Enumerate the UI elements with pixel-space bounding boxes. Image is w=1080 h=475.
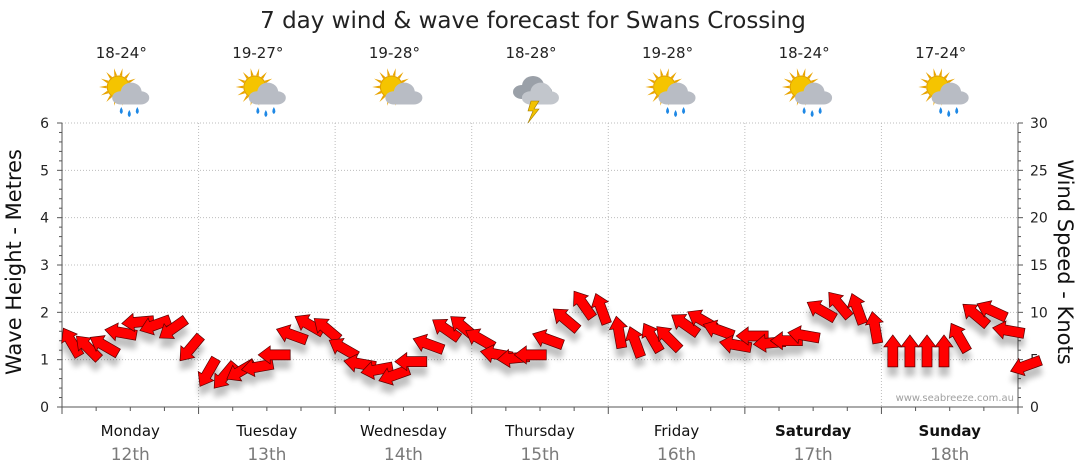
left-tick-label: 6 [40, 116, 49, 132]
left-tick-label: 3 [40, 258, 49, 274]
day-name-label: Sunday [919, 422, 982, 440]
wind-arrow [624, 326, 646, 359]
wind-arrow [934, 334, 954, 368]
day-temp-range: 19-27° [232, 44, 283, 62]
day-name-label: Saturday [775, 422, 852, 440]
right-tick-label: 0 [1030, 400, 1039, 416]
chart-title: 7 day wind & wave forecast for Swans Cro… [260, 8, 806, 34]
wind-arrow [962, 303, 992, 330]
wind-arrow [104, 322, 138, 342]
wind-arrow [139, 314, 173, 336]
storm-cloud-icon [513, 76, 559, 124]
wind-arrow [275, 324, 309, 346]
wind-arrow [608, 315, 628, 350]
day-temp-range: 18-24° [96, 44, 147, 62]
chart-axes: 0123456051015202530 [40, 116, 1048, 416]
wind-arrow [179, 332, 205, 362]
day-date-label: 14th [384, 445, 423, 465]
day-temp-range: 18-24° [779, 44, 830, 62]
sun-cloud-rain-icon [99, 68, 150, 117]
day-date-label: 17th [794, 445, 833, 465]
wind-arrow [158, 315, 189, 339]
wind-arrow [671, 314, 702, 338]
right-axis-label: Wind Speed - Knots [1053, 159, 1077, 364]
sun-cloud-rain-icon [235, 68, 286, 117]
sun-cloud-icon [372, 68, 423, 106]
day-name-label: Monday [101, 422, 160, 440]
wind-arrow [240, 358, 275, 378]
wind-arrow [846, 292, 868, 326]
wind-arrow [197, 355, 221, 387]
left-tick-label: 4 [40, 211, 49, 227]
wind-arrow [828, 291, 854, 321]
day-date-label: 16th [657, 445, 696, 465]
wind-arrow [360, 360, 394, 380]
wind-arrow [257, 345, 291, 365]
wind-arrow [656, 326, 684, 354]
wind-arrow [948, 322, 972, 355]
wind-arrow [917, 334, 937, 368]
chart-grid [62, 122, 1018, 407]
wind-arrow [1010, 355, 1043, 377]
left-tick-label: 0 [40, 400, 49, 416]
wind-arrow [787, 325, 821, 345]
left-tick-label: 2 [40, 305, 49, 321]
left-tick-label: 1 [40, 353, 49, 369]
right-tick-label: 20 [1030, 211, 1048, 227]
day-date-label: 13th [247, 445, 286, 465]
wind-arrow [900, 334, 920, 368]
wind-arrow [89, 335, 121, 359]
wind-arrow [394, 351, 428, 372]
left-axis-label: Wave Height - Metres [2, 149, 26, 375]
day-name-label: Tuesday [235, 422, 297, 440]
day-temp-range: 19-28° [369, 44, 420, 62]
wind-arrow [883, 334, 903, 368]
sun-cloud-rain-icon [781, 68, 833, 117]
wind-arrow [432, 318, 463, 343]
wind-arrow [378, 364, 412, 386]
wind-arrow [573, 290, 597, 321]
day-name-label: Friday [654, 422, 700, 440]
day-date-label: 18th [930, 445, 969, 465]
wind-arrow [992, 320, 1026, 340]
day-name-label: Thursday [504, 422, 575, 440]
day-temp-range: 17-24° [915, 44, 966, 62]
right-tick-label: 25 [1030, 163, 1048, 179]
sun-cloud-rain-icon [645, 68, 696, 117]
wind-arrow [513, 345, 547, 365]
wind-arrow [976, 300, 1009, 323]
wind-arrow [864, 311, 884, 345]
wind-arrow [412, 333, 446, 355]
wind-arrow [532, 328, 565, 350]
wind-arrow [702, 319, 736, 341]
day-temp-range: 18-28° [505, 44, 556, 62]
left-tick-label: 5 [40, 163, 49, 179]
day-date-label: 12th [111, 445, 150, 465]
day-forecast-header: 18-24° Monday 12th 19-27° Tuesday 13th 19-28° W… [96, 44, 981, 465]
wind-arrows [61, 290, 1043, 389]
wind-arrow [590, 292, 612, 326]
right-tick-label: 30 [1030, 116, 1048, 132]
sun-cloud-rain-icon [918, 68, 969, 117]
day-name-label: Wednesday [360, 422, 447, 440]
right-tick-label: 15 [1030, 258, 1048, 274]
credit-text: www.seabreeze.com.au [896, 393, 1014, 404]
wind-arrow [718, 334, 753, 354]
wind-arrow [806, 300, 838, 324]
wind-arrow [552, 308, 582, 334]
day-date-label: 15th [520, 445, 559, 465]
right-tick-label: 10 [1030, 305, 1048, 321]
day-temp-range: 19-28° [642, 44, 693, 62]
